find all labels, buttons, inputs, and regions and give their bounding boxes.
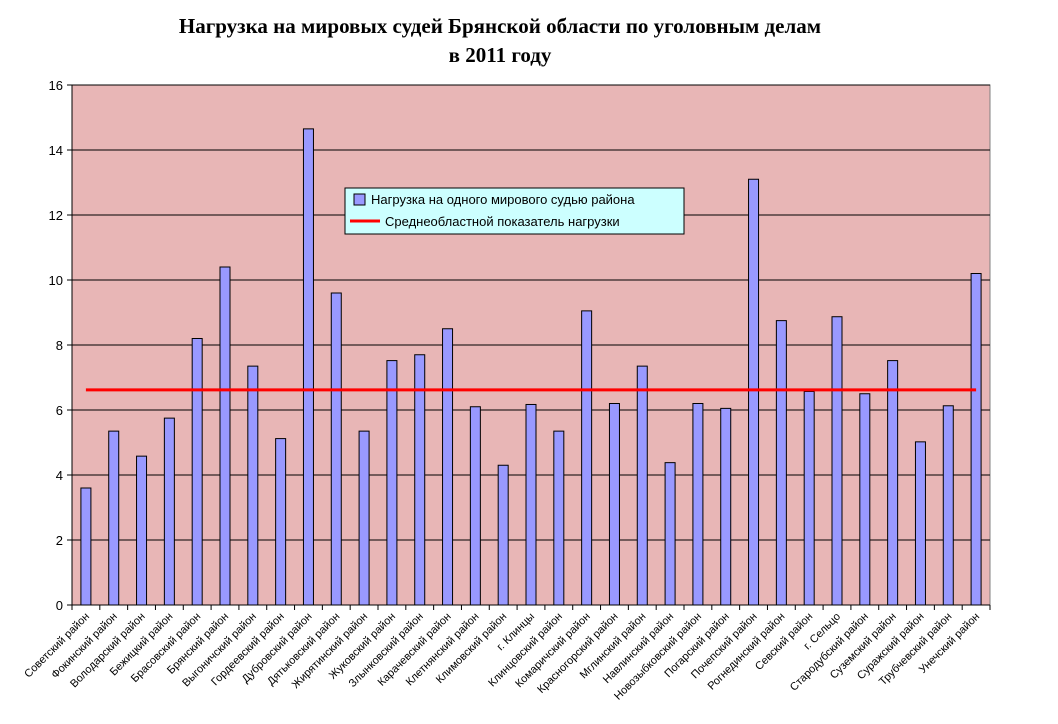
y-tick-label: 2: [56, 533, 63, 548]
bar: [775, 320, 787, 606]
bar: [275, 438, 287, 606]
y-tick-label: 4: [56, 468, 63, 483]
bar: [748, 178, 760, 606]
y-tick-label: 6: [56, 403, 63, 418]
legend-box: [344, 187, 685, 235]
bar: [914, 441, 926, 606]
bar: [386, 360, 398, 606]
bar: [664, 462, 676, 606]
bar: [191, 338, 203, 606]
y-tick-label: 10: [49, 273, 63, 288]
bar: [358, 430, 370, 606]
bar: [414, 354, 426, 606]
bar: [469, 406, 481, 606]
bar: [887, 360, 899, 606]
y-tick-label: 12: [49, 208, 63, 223]
bar: [831, 316, 843, 606]
bar: [219, 266, 231, 606]
legend-label-line: Среднеобластной показатель нагрузки: [385, 214, 620, 229]
bar: [942, 405, 954, 606]
bar: [581, 310, 593, 606]
y-tick-label: 8: [56, 338, 63, 353]
bar: [163, 417, 175, 606]
bar: [108, 430, 120, 606]
bar: [247, 365, 259, 606]
bar: [553, 430, 565, 606]
bar: [442, 328, 454, 606]
legend: Нагрузка на одного мирового судью района…: [344, 187, 685, 235]
bar: [720, 407, 732, 606]
y-tick-label: 0: [56, 598, 63, 613]
bar: [80, 487, 92, 606]
chart-title-line2: в 2011 году: [448, 43, 552, 67]
bar: [497, 464, 509, 606]
bar: [525, 403, 537, 606]
bar: [859, 393, 871, 606]
chart-title-line1: Нагрузка на мировых судей Брянской облас…: [178, 14, 822, 38]
bar: [692, 403, 704, 606]
legend-swatch-bar: [353, 193, 366, 206]
bar: [636, 365, 648, 606]
bar: [302, 128, 314, 606]
bar: [803, 390, 815, 606]
bar: [330, 292, 342, 606]
legend-label-bar: Нагрузка на одного мирового судью района: [371, 192, 635, 207]
bar: [970, 273, 982, 606]
bar: [608, 403, 620, 606]
y-tick-label: 14: [49, 143, 63, 158]
bar: [136, 455, 148, 606]
y-tick-label: 16: [49, 78, 63, 93]
